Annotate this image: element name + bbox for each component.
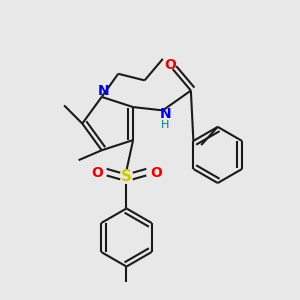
Text: N: N: [160, 107, 171, 121]
Text: O: O: [150, 166, 162, 180]
Text: N: N: [98, 84, 109, 98]
Text: O: O: [164, 58, 176, 72]
Text: H: H: [161, 120, 169, 130]
Text: O: O: [91, 166, 103, 180]
Text: S: S: [121, 169, 132, 184]
